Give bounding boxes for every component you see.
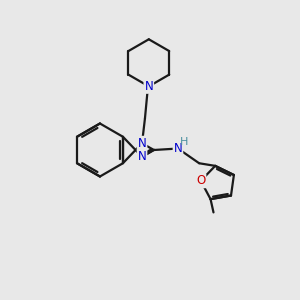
Text: H: H	[180, 137, 188, 147]
Text: N: N	[138, 150, 146, 163]
Text: N: N	[144, 80, 153, 93]
Text: O: O	[196, 174, 206, 187]
Text: N: N	[138, 137, 146, 150]
Text: N: N	[174, 142, 182, 155]
